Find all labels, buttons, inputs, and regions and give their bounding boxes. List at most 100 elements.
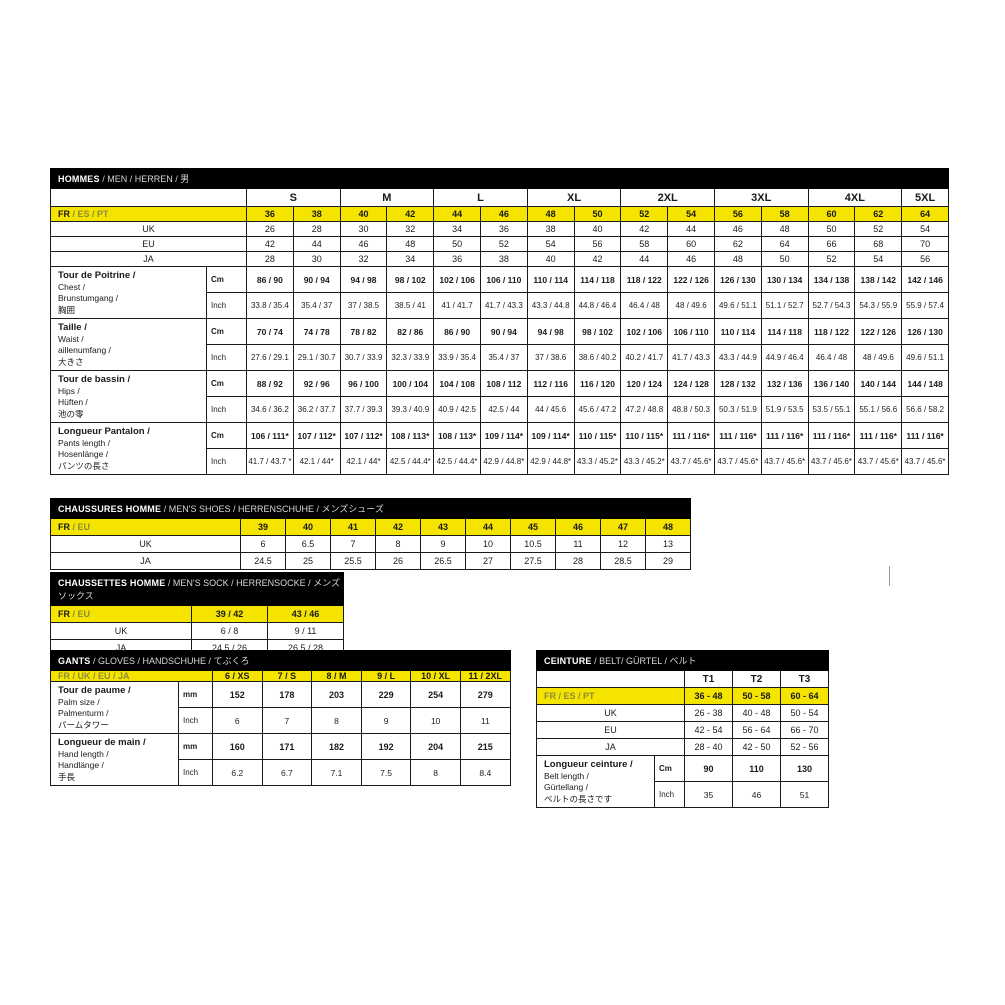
men-cell: 98 / 102	[386, 266, 435, 293]
belt-unit-inch: Inch	[654, 781, 685, 808]
socks-banner-cell: CHAUSSETTES HOMME / MEN'S SOCK / HERRENS…	[49, 572, 345, 606]
table-row: JA 24.5 25 25.5 26 26.5 27 27.5 28 28.5 …	[50, 552, 692, 570]
men-cell: 62	[713, 236, 762, 252]
men-cell: 136 / 140	[807, 370, 856, 397]
men-cell: 58	[620, 236, 669, 252]
men-cell: 102 / 106	[433, 266, 481, 293]
men-cell: 108 / 112	[479, 370, 528, 397]
gloves-header-row: FR / UK / EU / JA 6 / XS 7 / S 8 / M 9 /…	[50, 670, 511, 682]
men-cell: 54	[854, 251, 903, 267]
men-cell: 41 / 41.7	[433, 292, 481, 319]
men-measure-label-fr: Taille /	[58, 322, 87, 333]
men-cell: 38	[526, 221, 575, 237]
shoes-cell: 41	[330, 518, 376, 536]
gloves-measure-label-rest: Hand length / Handlänge / 手長	[58, 748, 109, 782]
shoes-cell: 44	[465, 518, 511, 536]
shoes-cell: 13	[644, 535, 692, 553]
belt-banner-title: CEINTURE	[544, 656, 592, 666]
belt-cell: 50 - 58	[732, 687, 781, 705]
men-cell: 110 / 115*	[573, 422, 622, 449]
men-cell: 33.8 / 35.4	[246, 292, 294, 319]
men-cell: 40	[573, 221, 622, 237]
belt-table: CEINTURE / BELT/ GÜRTEL / ベルト T1 T2 T3 F…	[535, 650, 830, 808]
men-measure-label-waist: Taille / Waist / aillenumfang / 大きさ	[50, 318, 207, 371]
belt-cell: 42 - 54	[684, 721, 733, 739]
table-row: Taille / Waist / aillenumfang / 大きさ Cm 70…	[50, 318, 949, 371]
shoes-cell: 28.5	[600, 552, 646, 570]
men-unit-cm: Cm	[206, 370, 247, 397]
men-cell: 109 / 114*	[479, 422, 528, 449]
men-cell: 42.9 / 44.8*	[479, 448, 528, 475]
men-cell: 102 / 106	[620, 318, 669, 345]
belt-measure-label-length: Longueur ceinture / Belt length / Gürtell…	[536, 755, 655, 808]
belt-sizecat-row: T1 T2 T3	[536, 670, 830, 688]
men-cell: 49.6 / 51.1	[713, 292, 762, 319]
men-cell: 98 / 102	[573, 318, 622, 345]
men-cell: 36	[479, 221, 528, 237]
gloves-cell: 11	[459, 707, 511, 734]
shoes-cell: 46	[555, 518, 601, 536]
belt-unit-cm: Cm	[654, 755, 685, 782]
shoes-cell: 9	[420, 535, 466, 553]
socks-cell: 39 / 42	[191, 605, 268, 623]
men-cell: 32	[339, 251, 388, 267]
men-cell: 111 / 116*	[713, 422, 762, 449]
men-cell: 42.1 / 44*	[292, 448, 341, 475]
men-cell: 38.6 / 40.2	[573, 344, 622, 371]
socks-fr-label-light: / EU	[72, 609, 91, 619]
men-cell: 50	[433, 236, 481, 252]
men-cell: 51.1 / 52.7	[760, 292, 809, 319]
gloves-cell: 11 / 2XL	[459, 670, 511, 682]
men-cell: 45.6 / 47.2	[573, 396, 622, 423]
gloves-banner-subtitle: / GLOVES / HANDSCHUHE / てぶくろ	[93, 656, 250, 666]
men-cell: 107 / 112*	[339, 422, 388, 449]
men-cell: 40.2 / 41.7	[620, 344, 669, 371]
shoes-row-label: UK	[50, 535, 241, 553]
shoes-cell: 43	[420, 518, 466, 536]
belt-cell: 50 - 54	[779, 704, 830, 722]
men-cell: 128 / 132	[713, 370, 762, 397]
gloves-measure-label-palm: Tour de paume / Palm size / Palmenturm / …	[50, 681, 179, 734]
gloves-cell: 204	[410, 733, 461, 760]
shoes-banner-row: CHAUSSURES HOMME / MEN'S SHOES / HERRENS…	[49, 498, 692, 519]
men-cell: 60	[667, 236, 715, 252]
shoes-fr-label: FR / EU	[50, 518, 241, 536]
men-cell: 49.6 / 51.1	[901, 344, 949, 371]
men-measure-label-rest: Pants length / Hosenlänge / パンツの長さ	[58, 437, 110, 471]
gloves-measure-label-fr: Tour de paume /	[58, 685, 131, 696]
men-cell: 50	[760, 251, 809, 267]
men-cell: 126 / 130	[713, 266, 762, 293]
socks-fr-row: FR / EU 39 / 42 43 / 46	[50, 605, 345, 623]
men-cell: 94 / 98	[526, 318, 575, 345]
men-fr-cell: 64	[901, 206, 949, 222]
belt-sizecat-t2: T2	[732, 670, 781, 688]
men-fr-cell: 60	[807, 206, 856, 222]
men-cell: 42.9 / 44.8*	[526, 448, 575, 475]
men-sizecat-m: M	[339, 188, 435, 207]
men-cell: 112 / 116	[526, 370, 575, 397]
mens-socks-table: CHAUSSETTES HOMME / MEN'S SOCK / HERRENS…	[49, 572, 345, 657]
shoes-cell: 10.5	[510, 535, 556, 553]
gloves-unit-mm: mm	[178, 681, 213, 708]
men-fr-cell: 48	[526, 206, 575, 222]
men-cell: 108 / 113*	[433, 422, 481, 449]
men-fr-row: FR / ES / PT 36 38 40 42 44 46 48 50 52 …	[50, 206, 949, 222]
table-row: Tour de bassin / Hips / Hüften / 池の零 Cm 8…	[50, 370, 949, 423]
men-cell: 106 / 111*	[246, 422, 294, 449]
men-cell: 130 / 134	[760, 266, 809, 293]
men-cell: 42	[620, 221, 669, 237]
men-cell: 96 / 100	[339, 370, 388, 397]
table-row: EU 42 44 46 48 50 52 54 56 58 60 62 64 6…	[50, 236, 949, 252]
men-unit-inch: Inch	[206, 292, 247, 319]
gloves-cell: 10	[410, 707, 461, 734]
men-cell: 46.4 / 48	[620, 292, 669, 319]
gloves-cell: 178	[261, 681, 313, 708]
men-cell: 44	[620, 251, 669, 267]
men-cell: 40.9 / 42.5	[433, 396, 481, 423]
men-cell: 36.2 / 37.7	[292, 396, 341, 423]
belt-cell: 46	[732, 781, 781, 808]
men-cell: 55.1 / 56.6	[854, 396, 903, 423]
men-cell: 43.3 / 44.8	[526, 292, 575, 319]
socks-row-label: UK	[50, 622, 192, 640]
men-cell: 70 / 74	[246, 318, 294, 345]
